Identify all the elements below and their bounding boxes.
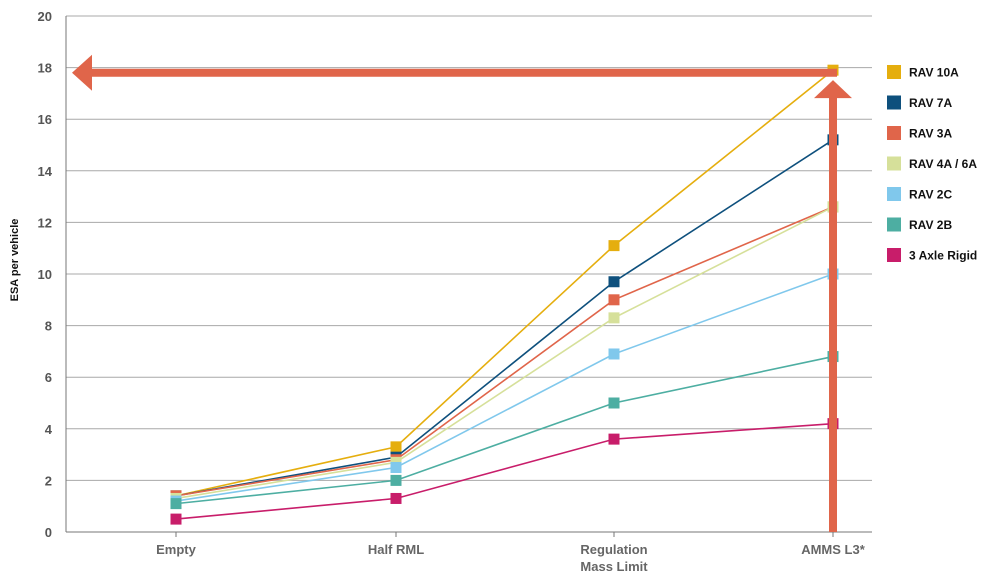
- legend-swatch: [887, 95, 901, 110]
- data-point-3-axle-rigid: [170, 513, 182, 525]
- series-line-rav-4a-6a: [175, 206, 834, 500]
- series-lines: [175, 69, 834, 520]
- y-tick-label: 14: [38, 164, 53, 179]
- y-tick-label: 2: [45, 473, 52, 488]
- data-point-rav-2b: [170, 498, 182, 510]
- y-tick-label: 10: [38, 267, 52, 282]
- y-tick-label: 0: [45, 525, 52, 540]
- legend-label: RAV 2B: [909, 218, 952, 232]
- horizontal-arrow-shaft: [90, 68, 837, 77]
- y-tick-label: 18: [38, 61, 52, 76]
- data-point-rav-2c: [390, 462, 402, 473]
- x-tick-label: Regulation: [580, 542, 647, 557]
- y-axis-title: ESA per vehicle: [9, 219, 21, 302]
- legend-label: RAV 10A: [909, 66, 959, 80]
- legend-swatch: [887, 126, 901, 140]
- y-tick-label: 6: [45, 370, 52, 385]
- annotation-arrows: [72, 54, 852, 533]
- y-tick-label: 12: [38, 215, 52, 230]
- series-line-rav-2c: [175, 273, 834, 502]
- grid-lines: [65, 15, 872, 537]
- series-line-rav-3a: [175, 206, 834, 497]
- legend-label: RAV 3A: [909, 127, 952, 141]
- vertical-arrow-shaft: [829, 96, 837, 533]
- y-tick-labels: 0 2 4 6 8 10 12 14 16 18 20: [38, 9, 53, 540]
- legend-swatch: [887, 187, 901, 201]
- data-point-3-axle-rigid: [390, 492, 402, 504]
- data-point-rav-2b: [390, 474, 402, 486]
- x-tick-label: Mass Limit: [580, 559, 648, 574]
- y-tick-label: 8: [45, 319, 52, 334]
- vertical-arrow-head: [814, 80, 852, 99]
- x-tick-label: Half RML: [368, 542, 424, 557]
- data-point-rav-7a: [608, 276, 620, 288]
- legend-swatch: [887, 248, 901, 262]
- data-point-rav-2c: [608, 348, 620, 360]
- data-point-rav-3a: [608, 294, 620, 306]
- x-tick-label: Empty: [156, 542, 197, 557]
- x-tick-label: AMMS L3*: [801, 542, 866, 557]
- data-point-rav-4a-6a: [608, 312, 620, 324]
- y-tick-label: 4: [45, 422, 53, 437]
- legend: RAV 10A RAV 7A RAV 3A RAV 4A / 6A RAV 2C RAV …: [887, 65, 977, 263]
- y-tick-label: 16: [38, 112, 52, 127]
- data-point-rav-10a: [390, 441, 402, 453]
- series-line-rav-10a: [175, 69, 834, 497]
- series-line-rav-7a: [175, 139, 834, 497]
- legend-swatch: [887, 156, 901, 171]
- y-tick-label: 20: [38, 9, 52, 24]
- data-point-rav-2b: [608, 397, 620, 409]
- data-point-3-axle-rigid: [608, 433, 620, 445]
- legend-label: RAV 7A: [909, 96, 952, 110]
- legend-label: RAV 4A / 6A: [909, 157, 977, 171]
- legend-label: 3 Axle Rigid: [909, 249, 977, 263]
- series-line-rav-2b: [175, 355, 834, 505]
- series-line-3-axle-rigid: [175, 422, 834, 520]
- data-point-rav-10a: [608, 240, 620, 252]
- legend-label: RAV 2C: [909, 188, 952, 202]
- horizontal-arrow-head: [72, 54, 92, 91]
- legend-swatch: [887, 217, 901, 232]
- legend-swatch: [887, 65, 901, 79]
- x-tick-labels: Empty Half RML Regulation Mass Limit AMMS L3…: [156, 542, 866, 574]
- series-markers: [170, 64, 839, 525]
